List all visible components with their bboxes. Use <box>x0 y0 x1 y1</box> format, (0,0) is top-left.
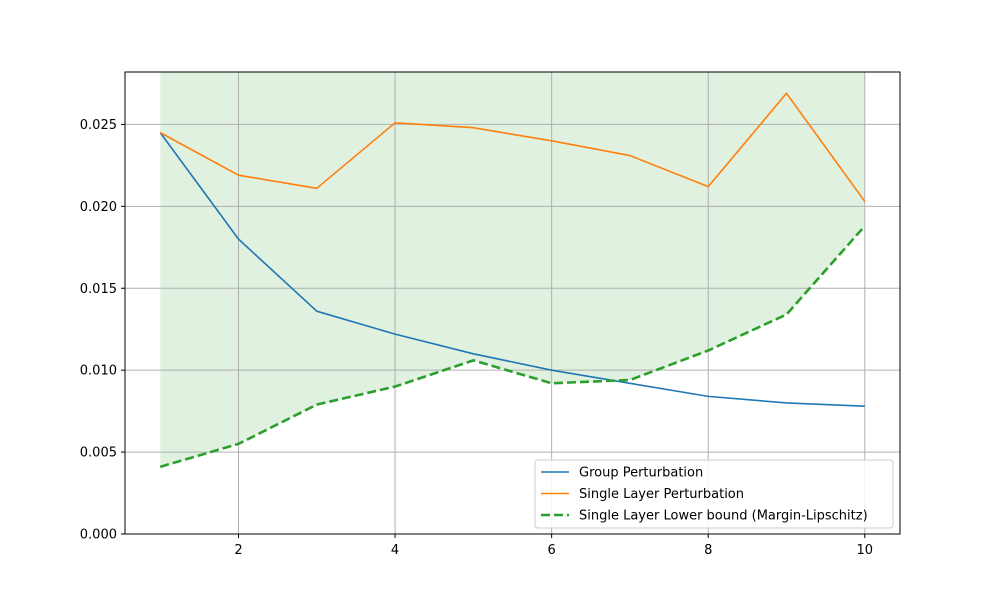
x-tick-label: 6 <box>548 543 556 558</box>
plot-area-frame <box>124 71 901 535</box>
shaded-region-layer <box>160 72 865 467</box>
y-tick-label: 0.000 <box>80 528 117 543</box>
y-tick-label: 0.010 <box>80 364 117 379</box>
series-line-2 <box>159 92 866 202</box>
x-tick-label: 4 <box>391 543 399 558</box>
x-tick-label: 2 <box>234 543 242 558</box>
series-line-1 <box>159 132 865 408</box>
series-layer <box>159 92 866 469</box>
y-tick-label: 0.020 <box>80 200 117 215</box>
shaded-region <box>160 72 865 467</box>
legend: Group Perturbation Single Layer Perturbat… <box>534 459 894 529</box>
legend-label-3: Single Layer Lower bound (Margin-Lipschi… <box>579 509 868 524</box>
legend-box <box>534 459 894 529</box>
y-tick-label: 0.015 <box>80 282 117 297</box>
y-tick-label: 0.025 <box>80 118 117 133</box>
legend-label-2: Single Layer Perturbation <box>579 487 744 502</box>
x-tick-label: 10 <box>856 543 873 558</box>
x-tick-label: 8 <box>704 543 712 558</box>
y-tick-label: 0.005 <box>80 446 117 461</box>
series-line-3 <box>159 225 866 469</box>
legend-label-1: Group Perturbation <box>579 466 703 481</box>
tick-layer: 2 4 6 8 10 0.000 0.005 0.010 0.015 0.020 0.025 <box>80 118 873 558</box>
